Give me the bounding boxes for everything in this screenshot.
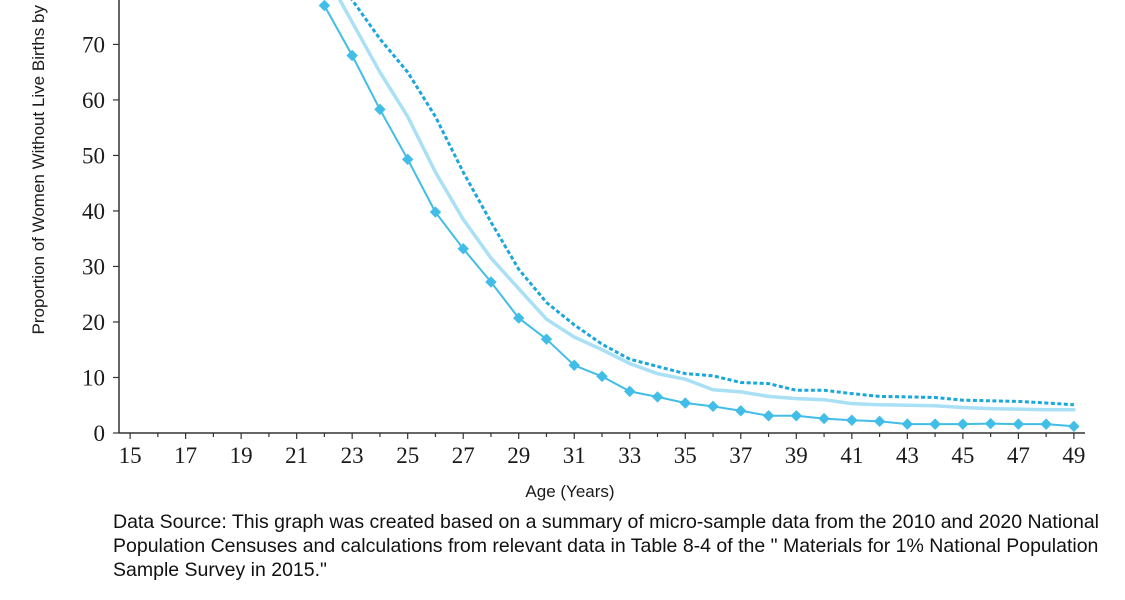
data-point-marker: [318, 0, 331, 12]
y-tick-label: 0: [94, 421, 106, 446]
data-point-marker: [846, 414, 858, 426]
x-tick-label: 31: [563, 443, 586, 468]
y-tick-label: 50: [82, 143, 105, 168]
data-point-marker: [901, 418, 914, 430]
data-point-marker: [457, 242, 469, 255]
y-tick-label: 30: [82, 254, 105, 279]
data-point-marker: [984, 417, 997, 430]
x-tick-label: 29: [507, 443, 530, 468]
data-point-marker: [568, 359, 580, 371]
y-tick-label: 40: [82, 199, 105, 224]
axes: [118, 0, 1085, 434]
data-point-marker: [957, 418, 969, 430]
x-tick-label: 27: [452, 443, 475, 468]
x-tick-label: 21: [285, 443, 308, 468]
y-tick-label: 10: [82, 365, 105, 390]
data-point-marker: [513, 312, 525, 324]
data-point-marker: [790, 410, 803, 422]
data-point-marker: [624, 385, 636, 398]
x-tick-label: 25: [396, 443, 419, 468]
series-layer: [318, 0, 1080, 433]
data-point-marker: [1012, 418, 1025, 430]
data-point-marker: [429, 206, 442, 218]
x-tick-label: 41: [840, 443, 863, 468]
series-line-1: [350, 0, 1074, 407]
data-point-marker: [762, 410, 775, 422]
data-point-marker: [374, 103, 386, 116]
x-axis-title: Age (Years): [525, 482, 614, 501]
data-point-marker: [1068, 420, 1080, 433]
data-point-marker: [818, 412, 830, 425]
x-tick-label: 37: [729, 443, 752, 468]
x-tick-label: 45: [951, 443, 974, 468]
data-point-marker: [929, 418, 941, 430]
y-tick-label: 60: [82, 88, 105, 113]
y-axis-title: Proportion of Women Without Live Births …: [29, 5, 48, 335]
x-tick-label: 39: [785, 443, 808, 468]
y-axis-ticks: 0 10 20 30 40 50 60 70: [82, 32, 119, 446]
x-tick-label: 15: [119, 443, 142, 468]
x-tick-label: 49: [1062, 443, 1085, 468]
data-source-note: Data Source: This graph was created base…: [113, 511, 1100, 581]
data-point-marker: [540, 333, 553, 345]
x-tick-label: 43: [896, 443, 919, 468]
series-line-3: [323, 4, 1075, 428]
x-tick-label: 19: [230, 443, 253, 468]
data-point-marker: [346, 49, 358, 62]
x-tick-label: 47: [1007, 443, 1030, 468]
y-tick-label: 70: [82, 32, 105, 57]
data-point-marker: [596, 370, 608, 383]
line-chart: 15 17 19 21 23 25 27 29 31 33 35 37 39 41 43 45 47 49 0 10…: [29, 0, 1085, 501]
x-tick-label: 35: [674, 443, 697, 468]
x-tick-label: 33: [618, 443, 641, 468]
data-point-marker: [735, 405, 747, 417]
y-tick-label: 20: [82, 310, 105, 335]
data-point-marker: [1040, 418, 1052, 430]
x-tick-label: 17: [174, 443, 197, 468]
x-axis-ticks: 15 17 19 21 23 25 27 29 31 33 35 37 39 41 43 45 47 49: [119, 433, 1085, 468]
data-point-marker: [401, 153, 414, 166]
data-point-marker: [679, 397, 691, 409]
data-point-marker: [873, 415, 886, 428]
data-point-marker: [707, 400, 719, 413]
data-point-marker: [651, 391, 664, 403]
series-line-2: [337, 0, 1076, 412]
x-tick-label: 23: [341, 443, 364, 468]
data-point-marker: [485, 276, 497, 288]
